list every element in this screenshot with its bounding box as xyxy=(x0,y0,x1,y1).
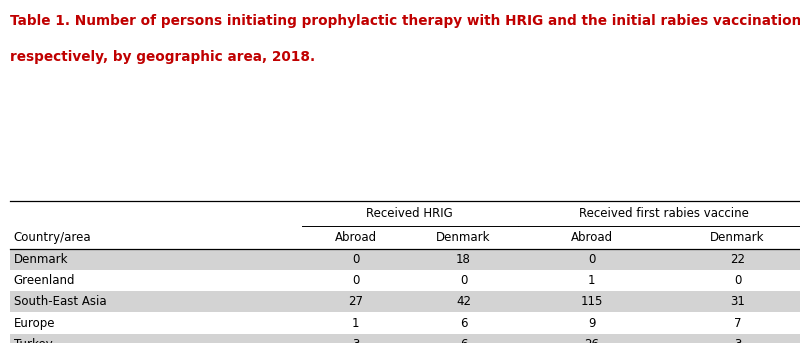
Text: 42: 42 xyxy=(456,295,471,308)
Text: 0: 0 xyxy=(352,274,359,287)
Text: 18: 18 xyxy=(456,253,471,266)
Text: 27: 27 xyxy=(348,295,363,308)
Text: 26: 26 xyxy=(584,338,599,343)
Text: 31: 31 xyxy=(730,295,745,308)
Text: 115: 115 xyxy=(581,295,602,308)
Text: 9: 9 xyxy=(588,317,595,330)
Text: Europe: Europe xyxy=(14,317,55,330)
Text: Abroad: Abroad xyxy=(334,231,377,244)
Text: 0: 0 xyxy=(460,274,467,287)
Text: respectively, by geographic area, 2018.: respectively, by geographic area, 2018. xyxy=(10,50,314,64)
Text: Received first rabies vaccine: Received first rabies vaccine xyxy=(578,207,749,220)
Text: Turkey: Turkey xyxy=(14,338,52,343)
Text: 22: 22 xyxy=(730,253,745,266)
Text: 0: 0 xyxy=(734,274,742,287)
Text: Denmark: Denmark xyxy=(14,253,68,266)
Text: Denmark: Denmark xyxy=(436,231,491,244)
Text: 1: 1 xyxy=(352,317,359,330)
Text: South-East Asia: South-East Asia xyxy=(14,295,106,308)
Text: 1: 1 xyxy=(588,274,595,287)
Text: 0: 0 xyxy=(352,253,359,266)
Text: 3: 3 xyxy=(734,338,742,343)
Bar xyxy=(10,249,800,270)
Text: 3: 3 xyxy=(352,338,359,343)
Text: Denmark: Denmark xyxy=(710,231,765,244)
Text: Table 1. Number of persons initiating prophylactic therapy with HRIG and the ini: Table 1. Number of persons initiating pr… xyxy=(10,14,800,28)
Text: 6: 6 xyxy=(460,338,467,343)
Text: 7: 7 xyxy=(734,317,742,330)
Text: Abroad: Abroad xyxy=(570,231,613,244)
Bar xyxy=(10,334,800,343)
Text: 0: 0 xyxy=(588,253,595,266)
Text: Received HRIG: Received HRIG xyxy=(366,207,453,220)
Text: 6: 6 xyxy=(460,317,467,330)
Text: Greenland: Greenland xyxy=(14,274,75,287)
Text: Country/area: Country/area xyxy=(14,231,91,244)
Bar xyxy=(10,291,800,312)
